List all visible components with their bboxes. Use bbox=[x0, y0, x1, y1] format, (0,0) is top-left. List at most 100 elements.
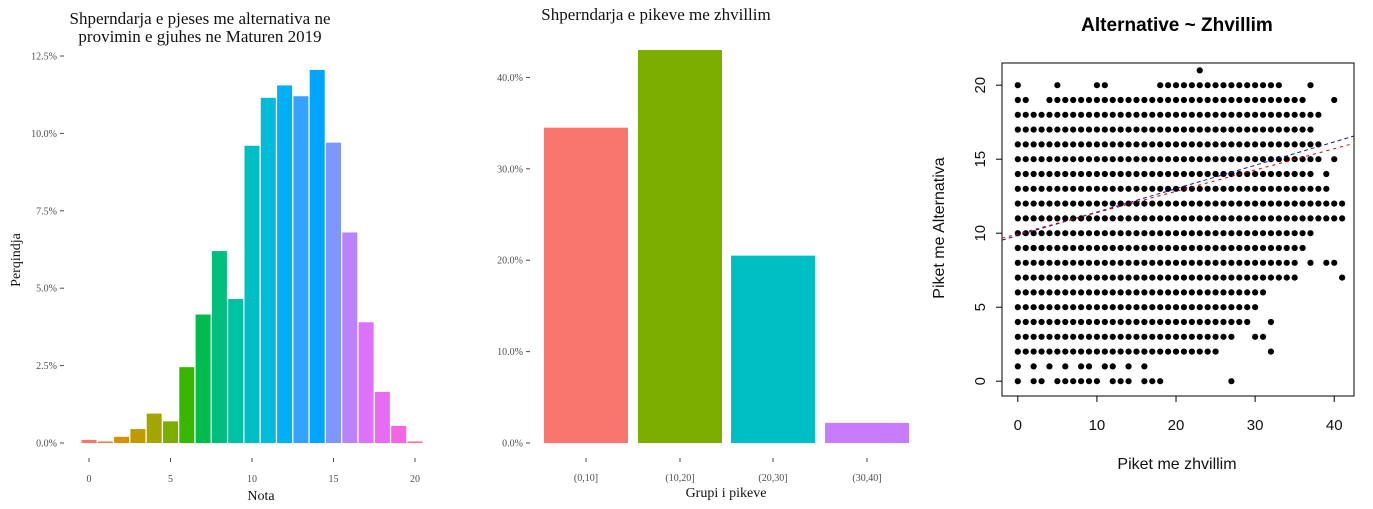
chart3-point bbox=[1070, 378, 1077, 385]
chart3-point bbox=[1141, 259, 1148, 266]
chart3-point bbox=[1078, 156, 1085, 163]
chart3-point bbox=[1157, 111, 1164, 118]
chart3-point bbox=[1022, 304, 1029, 311]
chart3-point bbox=[1093, 378, 1101, 385]
chart1-x-tick-label: 5 bbox=[168, 474, 173, 485]
chart3-point bbox=[1078, 111, 1085, 118]
chart1-y-tick-label: 0.0% bbox=[36, 439, 57, 450]
chart3-point bbox=[1125, 230, 1132, 237]
chart3-point bbox=[1283, 111, 1290, 118]
chart3-point bbox=[1252, 304, 1259, 311]
chart3-point bbox=[1259, 200, 1267, 207]
chart3-point bbox=[1070, 141, 1077, 148]
chart3-point bbox=[1038, 348, 1045, 355]
chart3-point bbox=[1117, 259, 1124, 266]
chart3-point bbox=[1275, 230, 1282, 237]
chart3-point bbox=[1038, 170, 1045, 178]
chart3-point bbox=[1291, 185, 1298, 192]
chart3-point bbox=[1109, 111, 1116, 118]
chart3-point bbox=[1101, 82, 1108, 89]
chart3-point bbox=[1014, 244, 1021, 252]
chart3-point bbox=[1149, 96, 1156, 104]
chart3-point bbox=[1054, 304, 1061, 311]
chart3-point bbox=[1188, 126, 1195, 133]
chart3-point bbox=[1204, 156, 1211, 163]
chart3-point bbox=[1212, 82, 1219, 89]
chart3-point bbox=[1022, 185, 1029, 192]
chart3-point bbox=[1220, 200, 1227, 207]
chart3-point bbox=[1054, 318, 1061, 326]
chart3-point bbox=[1093, 348, 1101, 355]
chart3-point bbox=[1014, 259, 1021, 266]
chart3-point bbox=[1014, 378, 1021, 385]
chart3-point bbox=[1331, 200, 1338, 207]
chart3-point bbox=[1299, 200, 1306, 207]
chart3-point bbox=[1109, 318, 1116, 326]
chart3-point bbox=[1078, 318, 1085, 326]
chart3-fit-line bbox=[1001, 142, 1355, 239]
chart3-point bbox=[1038, 156, 1045, 163]
chart3-point bbox=[1141, 200, 1148, 207]
chart3-point bbox=[1172, 348, 1180, 355]
chart3-point bbox=[1165, 244, 1172, 252]
chart1-y-tick-label: 7.5% bbox=[36, 206, 57, 217]
chart3-point bbox=[1109, 200, 1116, 207]
chart2-y-tick-label: 30.0% bbox=[497, 164, 523, 175]
chart3-point bbox=[1078, 274, 1085, 281]
chart3-y-tick-label: 15 bbox=[972, 151, 989, 168]
chart3-point bbox=[1244, 126, 1251, 133]
chart3-point bbox=[1252, 156, 1259, 163]
chart3-point bbox=[1062, 363, 1069, 370]
chart3-point bbox=[1212, 156, 1219, 163]
chart3-point bbox=[1141, 156, 1148, 163]
chart3-point bbox=[1212, 244, 1219, 252]
chart3-point bbox=[1149, 185, 1156, 192]
chart3-point bbox=[1165, 289, 1172, 296]
chart3-point bbox=[1093, 185, 1101, 192]
chart3-point bbox=[1030, 126, 1037, 133]
chart3-point bbox=[1038, 304, 1045, 311]
chart3-point bbox=[1085, 170, 1093, 178]
chart3-point bbox=[1085, 244, 1093, 252]
chart1-bar bbox=[228, 299, 244, 443]
chart3-point bbox=[1291, 126, 1298, 133]
chart3-point bbox=[1267, 156, 1275, 163]
chart3-point bbox=[1085, 274, 1093, 281]
chart3-point bbox=[1331, 215, 1338, 222]
chart3-point bbox=[1149, 348, 1156, 355]
chart3-point bbox=[1180, 82, 1188, 89]
chart3-point bbox=[1196, 318, 1203, 326]
chart3-point bbox=[1228, 274, 1235, 281]
chart3-point bbox=[1046, 304, 1053, 311]
chart1-bar bbox=[309, 69, 325, 443]
chart3-point bbox=[1283, 200, 1290, 207]
chart3-point bbox=[1125, 96, 1132, 104]
chart3-point bbox=[1014, 289, 1021, 296]
chart3-point bbox=[1038, 215, 1045, 222]
chart3-plot-box bbox=[1001, 62, 1355, 397]
chart3-point bbox=[1038, 200, 1045, 207]
chart3-point bbox=[1259, 126, 1267, 133]
chart3-x-axis-label: Piket me zhvillim bbox=[1117, 456, 1236, 473]
chart3-point bbox=[1046, 363, 1053, 370]
chart3-point bbox=[1125, 141, 1132, 148]
chart3-point bbox=[1133, 185, 1140, 192]
chart3-point bbox=[1109, 141, 1116, 148]
chart3-point bbox=[1038, 318, 1045, 326]
chart3-point bbox=[1133, 126, 1140, 133]
chart3-point bbox=[1267, 126, 1275, 133]
chart3-point bbox=[1085, 289, 1093, 296]
chart3-point bbox=[1125, 348, 1132, 355]
chart3-point bbox=[1022, 274, 1029, 281]
chart3-point bbox=[1244, 274, 1251, 281]
chart3-point bbox=[1252, 230, 1259, 237]
chart3-point bbox=[1054, 111, 1061, 118]
chart3-point bbox=[1157, 289, 1164, 296]
chart3-point bbox=[1014, 156, 1021, 163]
chart3-point bbox=[1117, 348, 1124, 355]
chart3-point bbox=[1172, 215, 1180, 222]
chart3-point bbox=[1093, 126, 1101, 133]
chart3-point bbox=[1030, 333, 1037, 340]
chart3-point bbox=[1267, 170, 1275, 178]
chart3-point bbox=[1022, 259, 1029, 266]
